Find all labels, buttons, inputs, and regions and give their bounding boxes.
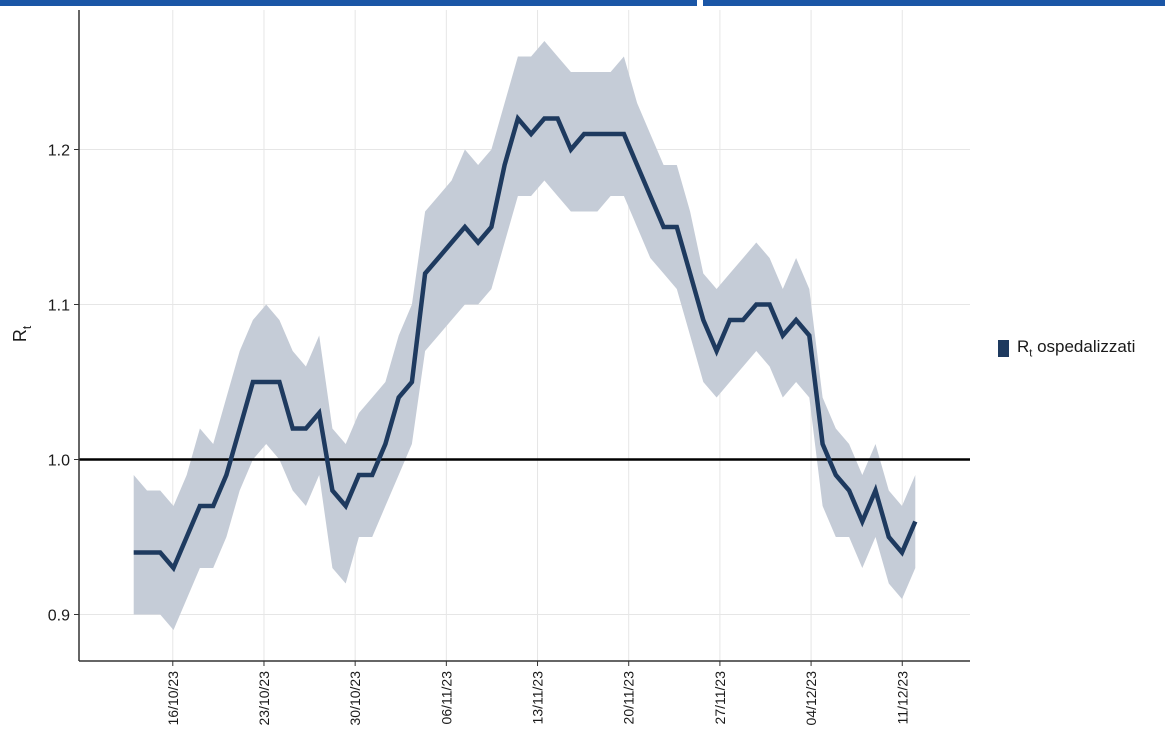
x-tick-label: 30/10/23 xyxy=(347,671,363,726)
y-tick-label: 1.0 xyxy=(48,453,70,470)
x-tick-label: 23/10/23 xyxy=(256,671,272,726)
x-tick-label: 13/11/23 xyxy=(530,671,546,725)
x-ticks: 16/10/23 23/10/23 30/10/23 06/11/23 13/11/23… xyxy=(165,661,910,726)
y-axis-label: Rt xyxy=(10,325,34,342)
series-line xyxy=(133,113,918,573)
x-tick-label: 16/10/23 xyxy=(165,671,181,726)
top-bar-right xyxy=(703,0,1165,6)
x-tick-label: 04/12/23 xyxy=(803,671,819,726)
top-bar-left xyxy=(0,0,697,6)
legend: Rt ospedalizzati xyxy=(998,337,1135,359)
y-tick-label: 1.2 xyxy=(48,143,70,160)
y-tick-label: 0.9 xyxy=(48,608,70,625)
legend-label: Rt ospedalizzati xyxy=(1017,337,1136,360)
x-tick-label: 06/11/23 xyxy=(438,671,454,725)
x-tick-label: 20/11/23 xyxy=(621,671,637,725)
x-tick-label: 27/11/23 xyxy=(712,671,728,725)
legend-key xyxy=(998,339,1009,357)
x-tick-label: 11/12/23 xyxy=(894,671,910,725)
y-ticks: 0.9 1.0 1.1 1.2 xyxy=(48,143,79,625)
y-tick-label: 1.1 xyxy=(48,298,70,315)
